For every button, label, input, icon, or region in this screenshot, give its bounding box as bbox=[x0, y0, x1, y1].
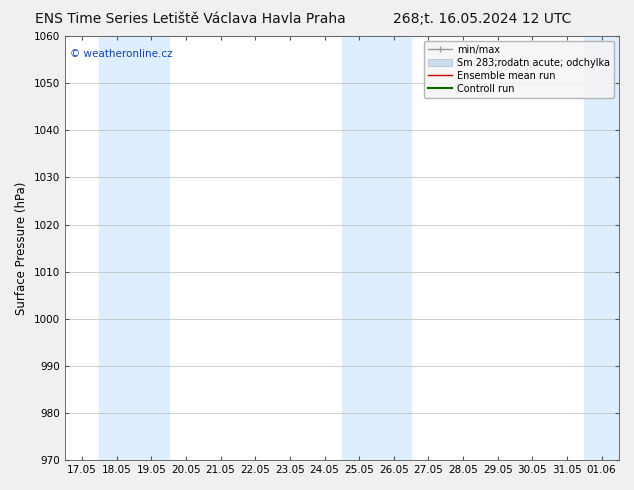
Text: 268;t. 16.05.2024 12 UTC: 268;t. 16.05.2024 12 UTC bbox=[392, 12, 571, 26]
Bar bbox=[342, 36, 411, 460]
Legend: min/max, Sm 283;rodatn acute; odchylka, Ensemble mean run, Controll run: min/max, Sm 283;rodatn acute; odchylka, … bbox=[424, 41, 614, 98]
Y-axis label: Surface Pressure (hPa): Surface Pressure (hPa) bbox=[15, 181, 28, 315]
Text: ENS Time Series Letiště Václava Havla Praha: ENS Time Series Letiště Václava Havla Pr… bbox=[35, 12, 346, 26]
Bar bbox=[585, 36, 619, 460]
Bar bbox=[100, 36, 169, 460]
Text: © weatheronline.cz: © weatheronline.cz bbox=[70, 49, 173, 59]
